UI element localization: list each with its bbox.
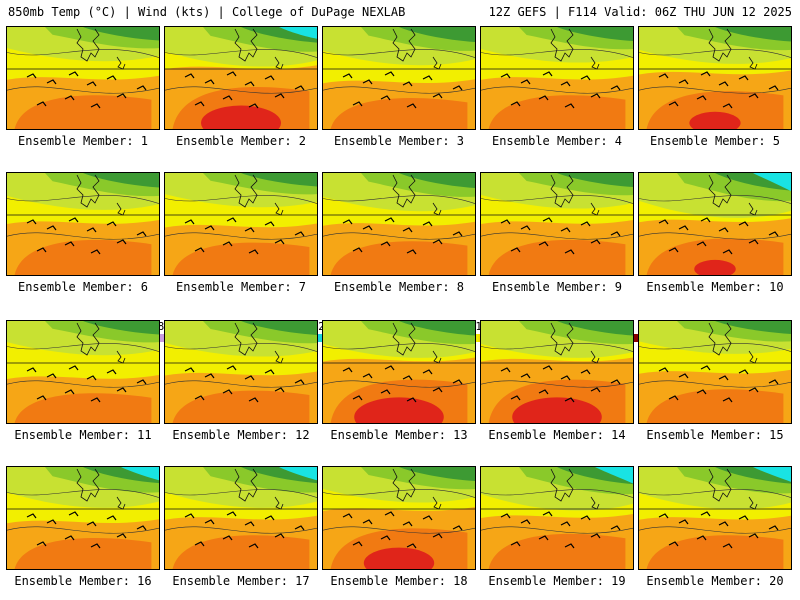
- temperature-map: [7, 173, 159, 275]
- ensemble-map-panel[interactable]: [6, 26, 160, 130]
- ensemble-map-panel[interactable]: [164, 466, 318, 570]
- ensemble-member-label: Ensemble Member: 17: [172, 574, 310, 588]
- ensemble-member-label: Ensemble Member: 4: [491, 134, 623, 148]
- temperature-map: [165, 467, 317, 569]
- ensemble-map-panel[interactable]: [164, 26, 318, 130]
- ensemble-member-label: Ensemble Member: 9: [491, 280, 623, 294]
- header: 850mb Temp (°C) | Wind (kts) | College o…: [0, 0, 800, 24]
- temperature-map: [323, 27, 475, 129]
- colorbar-tick-label: -2: [311, 321, 325, 333]
- ensemble-panel-grid: -30-26-22-18-14-10-6-2261014182226303438…: [6, 26, 796, 596]
- ensemble-map-panel[interactable]: [638, 26, 792, 130]
- temperature-map: [323, 321, 475, 423]
- temperature-map: [481, 467, 633, 569]
- colorbar-swatch: [624, 334, 646, 342]
- ensemble-member-label: Ensemble Member: 19: [488, 574, 626, 588]
- temperature-map: [481, 27, 633, 129]
- temperature-map: [165, 173, 317, 275]
- header-valid-time: 12Z GEFS | F114 Valid: 06Z THU JUN 12 20…: [488, 5, 792, 19]
- ensemble-member-label: Ensemble Member: 13: [330, 428, 468, 442]
- ensemble-member-label: Ensemble Member: 18: [330, 574, 468, 588]
- ensemble-member-label: Ensemble Member: 10: [646, 280, 784, 294]
- ensemble-map-panel[interactable]: [6, 172, 160, 276]
- ensemble-map-panel[interactable]: [480, 26, 634, 130]
- ensemble-member-label: Ensemble Member: 14: [488, 428, 626, 442]
- ensemble-member-label: Ensemble Member: 5: [649, 134, 781, 148]
- temperature-map: [165, 27, 317, 129]
- ensemble-map-panel[interactable]: [480, 466, 634, 570]
- ensemble-map-panel[interactable]: [322, 466, 476, 570]
- ensemble-member-label: Ensemble Member: 7: [175, 280, 307, 294]
- temperature-map: [639, 467, 791, 569]
- ensemble-map-panel[interactable]: [322, 26, 476, 130]
- ensemble-member-label: Ensemble Member: 12: [172, 428, 310, 442]
- temperature-map: [7, 321, 159, 423]
- temperature-map: [7, 467, 159, 569]
- temperature-map: [639, 321, 791, 423]
- ensemble-map-panel[interactable]: [6, 466, 160, 570]
- temperature-map: [323, 467, 475, 569]
- ensemble-map-panel[interactable]: [322, 172, 476, 276]
- ensemble-map-panel[interactable]: [480, 172, 634, 276]
- ensemble-map-panel[interactable]: [164, 320, 318, 424]
- ensemble-member-label: Ensemble Member: 1: [17, 134, 149, 148]
- ensemble-map-panel[interactable]: [480, 320, 634, 424]
- temperature-map: [481, 321, 633, 423]
- ensemble-map-panel[interactable]: [6, 320, 160, 424]
- temperature-map: [7, 27, 159, 129]
- ensemble-member-label: Ensemble Member: 11: [14, 428, 152, 442]
- ensemble-member-label: Ensemble Member: 15: [646, 428, 784, 442]
- temperature-map: [481, 173, 633, 275]
- temperature-map: [165, 321, 317, 423]
- ensemble-map-panel[interactable]: [638, 172, 792, 276]
- temperature-map: [639, 27, 791, 129]
- ensemble-member-label: Ensemble Member: 16: [14, 574, 152, 588]
- ensemble-member-label: Ensemble Member: 6: [17, 280, 149, 294]
- ensemble-map-panel[interactable]: [322, 320, 476, 424]
- ensemble-member-label: Ensemble Member: 2: [175, 134, 307, 148]
- ensemble-map-panel[interactable]: [638, 320, 792, 424]
- ensemble-map-panel[interactable]: [638, 466, 792, 570]
- ensemble-member-label: Ensemble Member: 20: [646, 574, 784, 588]
- ensemble-map-panel[interactable]: [164, 172, 318, 276]
- temperature-map: [323, 173, 475, 275]
- temperature-map: [639, 173, 791, 275]
- ensemble-member-label: Ensemble Member: 8: [333, 280, 465, 294]
- header-title: 850mb Temp (°C) | Wind (kts) | College o…: [8, 5, 406, 19]
- ensemble-member-label: Ensemble Member: 3: [333, 134, 465, 148]
